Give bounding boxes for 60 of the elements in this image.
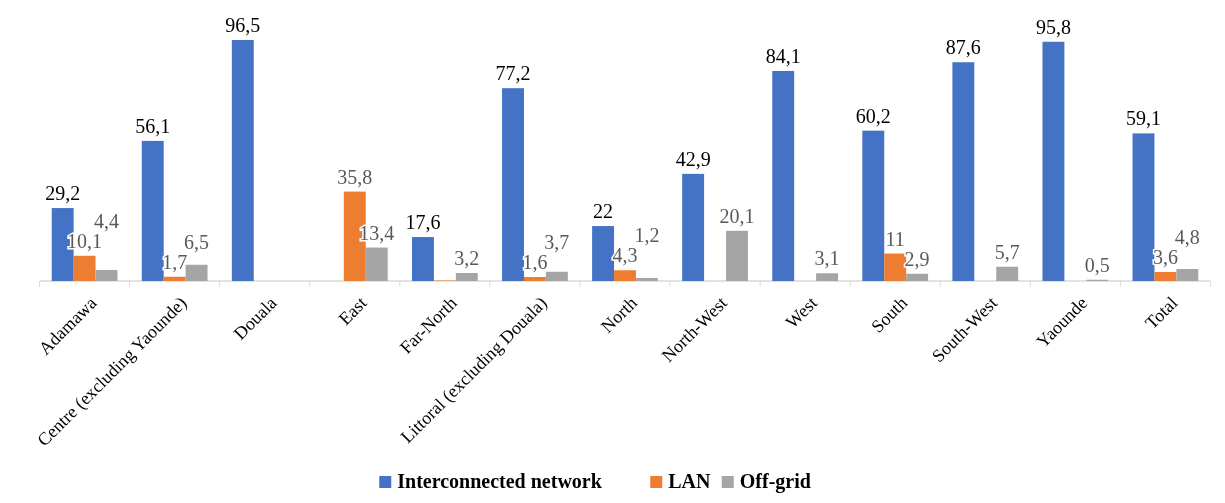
bar	[816, 273, 839, 281]
data-label: 1,7	[162, 250, 188, 273]
bar	[682, 173, 705, 281]
data-label: 4,4	[94, 209, 119, 232]
bar	[1154, 272, 1177, 281]
data-label: 60,2	[855, 104, 891, 127]
bar	[185, 264, 208, 281]
bar	[1042, 41, 1065, 281]
x-tick-label: East	[334, 292, 371, 329]
bar	[141, 140, 164, 281]
bar	[231, 40, 254, 281]
data-label: 42,9	[675, 147, 711, 170]
data-label: 1,6	[522, 251, 548, 273]
legend-label: Off-grid	[739, 470, 811, 493]
data-label: 96,5	[225, 14, 261, 36]
data-label: 1,2	[634, 224, 660, 247]
data-label: 3,7	[544, 231, 570, 253]
data-label: 3,6	[1152, 246, 1178, 269]
data-label: 11	[885, 227, 905, 250]
bar	[592, 226, 615, 281]
data-label: 84,1	[765, 44, 801, 67]
legend-label: Interconnected network	[397, 470, 603, 492]
data-label: 3,2	[454, 247, 480, 270]
bar	[862, 130, 885, 281]
data-label: 3,1	[814, 247, 840, 270]
bar	[1132, 133, 1155, 281]
x-tick-label: West	[781, 292, 822, 333]
bar	[502, 88, 524, 281]
bar	[635, 278, 658, 281]
bar	[726, 230, 748, 281]
data-label: 29,2	[45, 182, 81, 205]
legend-label: LAN	[668, 470, 712, 492]
bar	[772, 70, 795, 281]
data-label: 0,5	[1084, 253, 1110, 276]
data-label: 20,1	[719, 204, 755, 227]
data-label: 87,6	[945, 36, 981, 59]
data-label: 59,1	[1126, 107, 1161, 130]
data-label: 35,8	[337, 165, 373, 188]
bar	[906, 273, 929, 281]
bar	[365, 247, 388, 281]
data-label: 56,1	[135, 114, 171, 137]
bar	[163, 276, 186, 281]
bar	[73, 255, 96, 281]
data-label: 95,8	[1035, 15, 1071, 38]
data-label: 6,5	[184, 230, 210, 253]
bar	[411, 237, 434, 281]
bar	[95, 270, 118, 281]
data-label: 22	[593, 200, 614, 223]
bar	[952, 62, 975, 281]
bar	[545, 271, 568, 281]
data-label: 5,7	[994, 240, 1020, 263]
bar	[996, 266, 1019, 281]
bar	[523, 277, 546, 281]
bar	[1176, 269, 1199, 281]
data-label: 4,8	[1174, 226, 1200, 249]
data-label: 17,6	[405, 211, 441, 234]
bar	[455, 273, 478, 281]
data-label: 77,2	[495, 62, 531, 85]
bar	[614, 270, 636, 281]
bar	[884, 253, 907, 281]
